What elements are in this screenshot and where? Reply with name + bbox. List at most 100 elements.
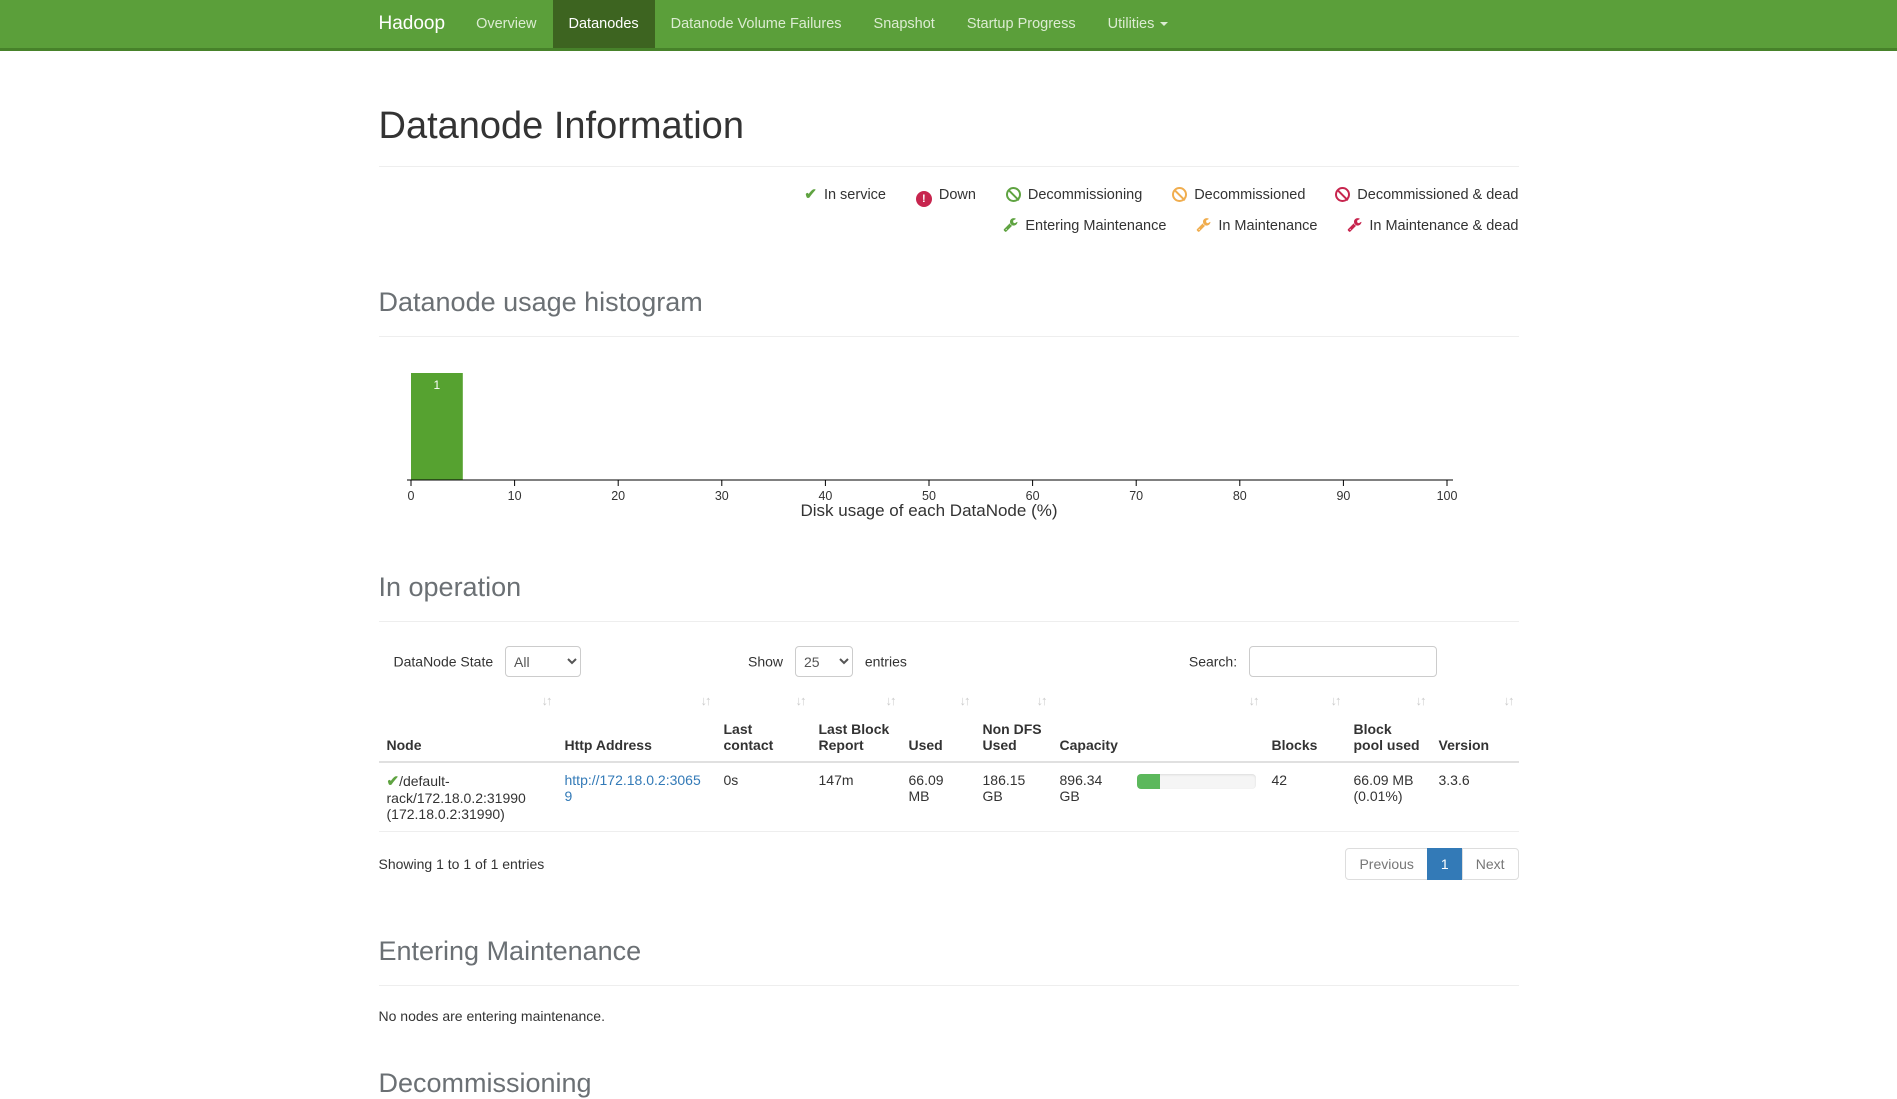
used-cell: 66.09 MB xyxy=(900,762,975,832)
x-axis-tick-label: 10 xyxy=(507,489,521,503)
x-axis-tick-label: 20 xyxy=(611,489,625,503)
legend-decommissioning: Decommissioning xyxy=(1005,187,1142,203)
sort-icon[interactable]: ↓↑ xyxy=(1248,693,1260,708)
sort-icon[interactable]: ↓↑ xyxy=(885,693,897,708)
version-cell: 3.3.6 xyxy=(1430,762,1519,832)
page-title: Datanode Information xyxy=(378,105,744,147)
entries-summary: Showing 1 to 1 of 1 entries xyxy=(378,856,545,872)
legend-decommissioned-dead: Decommissioned & dead xyxy=(1335,187,1519,203)
x-axis-tick-label: 30 xyxy=(714,489,728,503)
caret-down-icon xyxy=(1160,22,1169,26)
nav-item-datanode-volume-failures[interactable]: Datanode Volume Failures xyxy=(670,16,842,32)
block-pool-used-cell: 66.09 MB (0.01%) xyxy=(1345,762,1431,832)
legend-decommissioned: Decommissioned xyxy=(1172,187,1305,203)
non-dfs-used-cell: 186.15 GB xyxy=(974,762,1052,832)
capacity-bar xyxy=(1136,774,1256,789)
sort-icon[interactable]: ↓↑ xyxy=(1415,693,1427,708)
divider xyxy=(378,621,1519,622)
ban-icon xyxy=(1335,187,1351,202)
entries-per-page-select[interactable]: 25 xyxy=(794,646,853,677)
x-axis-tick-label: 100 xyxy=(1436,489,1457,503)
nav-item-overview[interactable]: Overview xyxy=(476,16,537,32)
section-title-histogram: Datanode usage histogram xyxy=(378,287,703,317)
column-header-blocks[interactable]: ↓↑ Blocks xyxy=(1263,687,1346,763)
wrench-icon xyxy=(1003,217,1018,232)
sort-icon[interactable]: ↓↑ xyxy=(541,693,553,708)
show-label: Show xyxy=(748,653,784,670)
nav-item-snapshot[interactable]: Snapshot xyxy=(873,16,935,32)
datanode-usage-histogram: 1 0 10 20 30 40 50 60 70 80 90 100 Disk usage of eac… xyxy=(379,365,1519,526)
nav-item-datanodes[interactable]: Datanodes xyxy=(552,0,655,48)
status-legend: ✔ In service ! Down Decommissioning Decomm… xyxy=(379,179,1519,241)
check-icon: ✔ xyxy=(386,773,400,790)
legend-entering-maintenance: Entering Maintenance xyxy=(1003,218,1166,234)
check-icon: ✔ xyxy=(804,186,817,203)
x-axis-tick-label: 50 xyxy=(922,489,936,503)
table-row: ✔/default-rack/172.18.0.2:31990 (172.18.… xyxy=(378,762,1519,832)
entering-maintenance-empty-note: No nodes are entering maintenance. xyxy=(378,1008,605,1024)
column-header-block-pool-used[interactable]: ↓↑ Block pool used xyxy=(1345,687,1431,763)
sort-icon[interactable]: ↓↑ xyxy=(1503,693,1515,708)
entries-label: entries xyxy=(864,653,907,670)
sort-icon[interactable]: ↓↑ xyxy=(700,693,712,708)
brand-hadoop[interactable]: Hadoop xyxy=(378,13,446,34)
sort-icon[interactable]: ↓↑ xyxy=(795,693,807,708)
x-axis-tick-label: 60 xyxy=(1025,489,1039,503)
section-title-decommissioning: Decommissioning xyxy=(378,1068,592,1098)
blocks-cell: 42 xyxy=(1263,762,1346,832)
http-address-link[interactable]: http://172.18.0.2:30659 xyxy=(564,772,701,804)
x-axis-tick-label: 0 xyxy=(407,489,414,503)
datanode-state-select[interactable]: All xyxy=(505,646,582,677)
capacity-bar-fill xyxy=(1136,774,1161,789)
column-header-used[interactable]: ↓↑ Used xyxy=(900,687,975,763)
divider xyxy=(378,166,1519,167)
wrench-icon xyxy=(1347,217,1362,232)
column-header-http-address[interactable]: ↓↑ Http Address xyxy=(556,687,716,763)
section-title-in-operation: In operation xyxy=(378,572,522,602)
sort-icon[interactable]: ↓↑ xyxy=(1330,693,1342,708)
pagination-next[interactable]: Next xyxy=(1461,848,1519,880)
node-cell: ✔/default-rack/172.18.0.2:31990 (172.18.… xyxy=(378,762,557,832)
column-header-last-block-report[interactable]: ↓↑ Last Block Report xyxy=(810,687,901,763)
legend-down: ! Down xyxy=(915,187,976,207)
search-input[interactable] xyxy=(1249,646,1437,677)
datanodes-table: ↓↑ Node ↓↑ Http Address ↓↑ Last contact ↓↑ L… xyxy=(378,687,1519,832)
http-address-cell: http://172.18.0.2:30659 xyxy=(556,762,716,832)
x-axis-tick-label: 70 xyxy=(1129,489,1143,503)
legend-in-maintenance: In Maintenance xyxy=(1196,218,1317,234)
nav-item-utilities[interactable]: Utilities xyxy=(1092,0,1185,48)
ban-icon xyxy=(1005,187,1021,202)
table-controls: DataNode State All Show 25 entries Searc… xyxy=(379,646,1519,677)
section-title-entering-maintenance: Entering Maintenance xyxy=(378,936,642,966)
pagination-page-1[interactable]: 1 xyxy=(1426,848,1463,880)
column-header-node[interactable]: ↓↑ Node xyxy=(378,687,557,763)
nav-item-startup-progress[interactable]: Startup Progress xyxy=(966,16,1076,32)
pagination-previous[interactable]: Previous xyxy=(1345,848,1428,880)
legend-in-service: ✔ In service xyxy=(804,186,886,203)
bar-value-label: 1 xyxy=(433,378,440,392)
column-header-version[interactable]: ↓↑ Version xyxy=(1430,687,1519,763)
x-axis-tick-label: 80 xyxy=(1232,489,1246,503)
navbar: Hadoop Overview Datanodes Datanode Volum… xyxy=(0,0,1897,51)
x-axis-label: Disk usage of each DataNode (%) xyxy=(800,501,1057,520)
ban-icon xyxy=(1172,187,1188,202)
capacity-cell: 896.34 GB xyxy=(1051,762,1264,832)
legend-in-maintenance-dead: In Maintenance & dead xyxy=(1347,217,1519,234)
divider xyxy=(378,336,1519,337)
exclamation-circle-icon: ! xyxy=(915,191,932,207)
column-header-non-dfs-used[interactable]: ↓↑ Non DFS Used xyxy=(974,687,1052,763)
navbar-menu: Overview Datanodes Datanode Volume Failu… xyxy=(460,0,1184,48)
sort-icon[interactable]: ↓↑ xyxy=(959,693,971,708)
histogram-bar xyxy=(410,373,463,480)
column-header-last-contact[interactable]: ↓↑ Last contact xyxy=(715,687,811,763)
datanode-state-label: DataNode State xyxy=(393,653,494,670)
last-contact-cell: 0s xyxy=(715,762,811,832)
pagination: Previous 1 Next xyxy=(1345,848,1519,880)
x-axis-tick-label: 90 xyxy=(1336,489,1350,503)
divider xyxy=(378,985,1519,986)
search-label: Search: xyxy=(1188,653,1238,670)
sort-icon[interactable]: ↓↑ xyxy=(1036,693,1048,708)
x-axis-tick-label: 40 xyxy=(818,489,832,503)
column-header-capacity[interactable]: ↓↑ Capacity xyxy=(1051,687,1264,763)
